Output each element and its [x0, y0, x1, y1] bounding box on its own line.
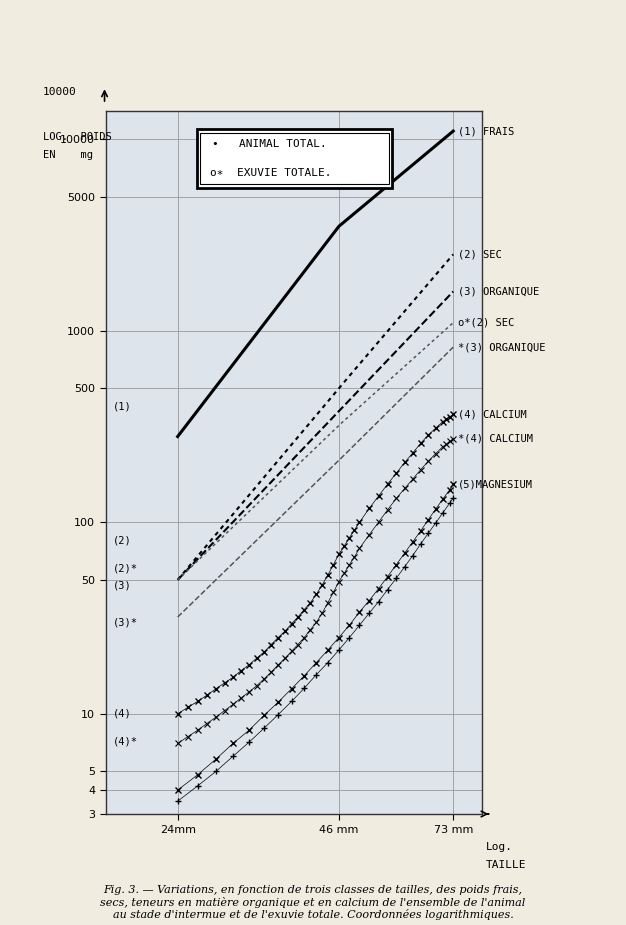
Text: EN    mg: EN mg [43, 150, 93, 160]
Text: LOG.  POIDS: LOG. POIDS [43, 132, 111, 142]
Text: (4): (4) [113, 709, 132, 719]
Text: •   ANIMAL TOTAL.: • ANIMAL TOTAL. [212, 139, 326, 149]
Text: *(4) CALCIUM: *(4) CALCIUM [458, 434, 533, 444]
Text: 10000: 10000 [43, 87, 76, 97]
Text: *(3) ORGANIQUE: *(3) ORGANIQUE [458, 342, 546, 352]
Text: Log.: Log. [486, 842, 513, 852]
Text: o*(2) SEC: o*(2) SEC [458, 317, 515, 327]
Text: (3) ORGANIQUE: (3) ORGANIQUE [458, 287, 540, 297]
Text: (1) FRAIS: (1) FRAIS [458, 126, 515, 136]
Text: TAILLE: TAILLE [486, 859, 526, 870]
Text: Fig. 3. — Variations, en fonction de trois classes de tailles, des poids frais,
: Fig. 3. — Variations, en fonction de tro… [100, 885, 526, 920]
Text: (3): (3) [113, 580, 132, 590]
Text: (3)*: (3)* [113, 617, 138, 627]
Text: (4) CALCIUM: (4) CALCIUM [458, 410, 527, 419]
Text: (4)*: (4)* [113, 736, 138, 746]
Text: (2): (2) [113, 536, 132, 546]
FancyBboxPatch shape [200, 133, 389, 184]
FancyBboxPatch shape [197, 129, 392, 189]
Text: o∗  EXUVIE TOTALE.: o∗ EXUVIE TOTALE. [210, 167, 331, 178]
Text: (5)MAGNESIUM: (5)MAGNESIUM [458, 479, 533, 489]
Text: (2) SEC: (2) SEC [458, 250, 502, 259]
Text: (2)*: (2)* [113, 564, 138, 574]
Text: (1): (1) [113, 401, 132, 412]
